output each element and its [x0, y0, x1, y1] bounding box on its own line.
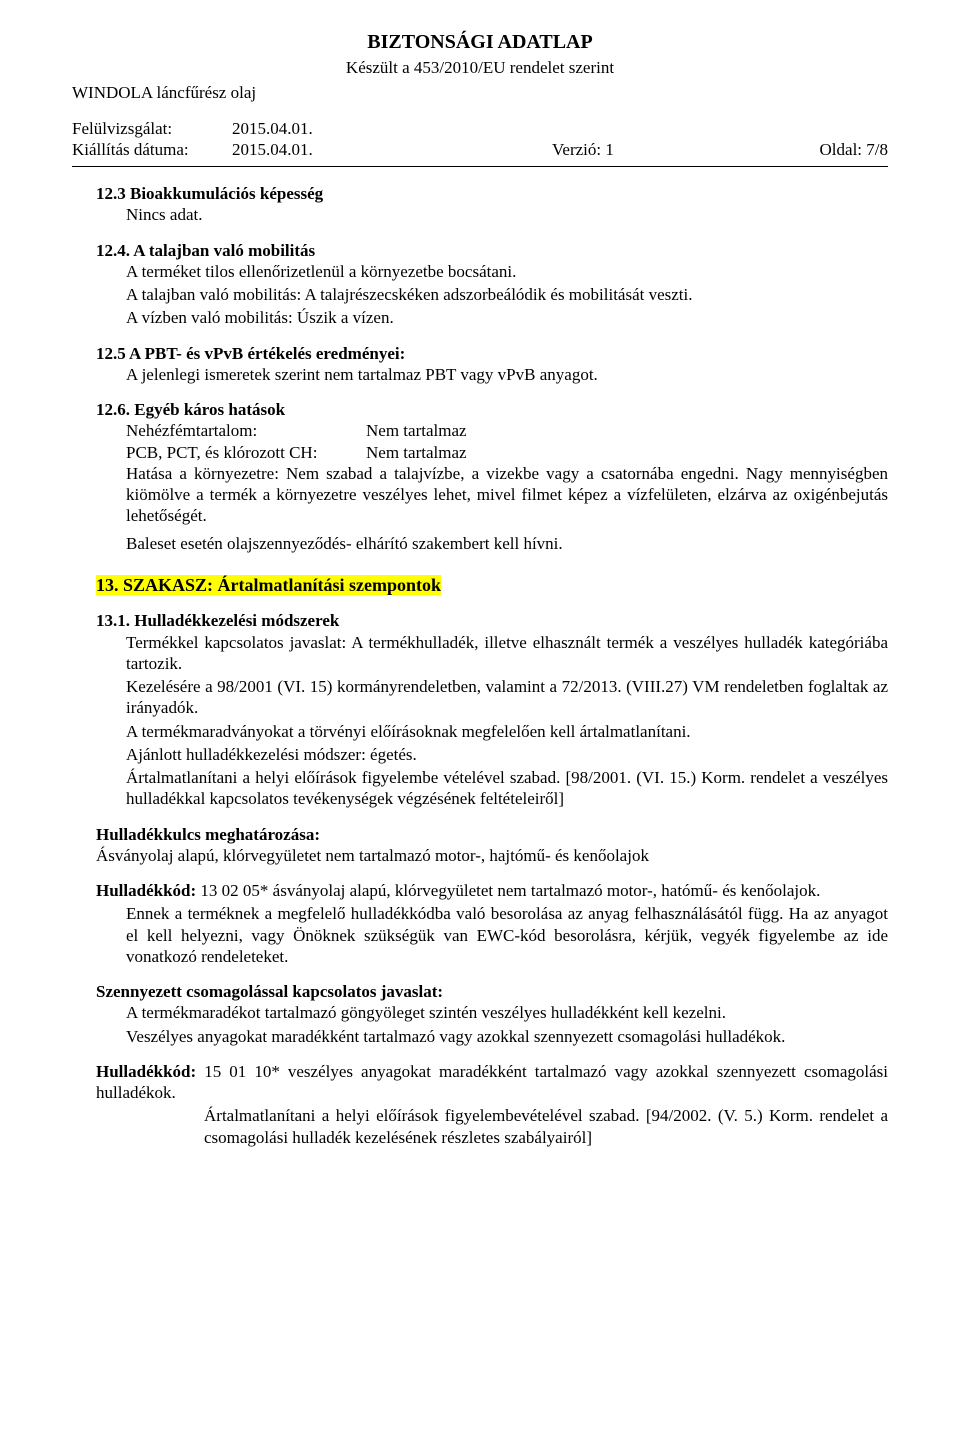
- section-12-6-para1: Hatása a környezetre: Nem szabad a talaj…: [126, 463, 888, 527]
- s13-1-p1: Termékkel kapcsolatos javaslat: A termék…: [126, 632, 888, 675]
- waste-code-1-block: Hulladékkód: 13 02 05* ásványolaj alapú,…: [96, 880, 888, 967]
- section-13-1-title: 13.1. Hulladékkezelési módszerek: [96, 610, 888, 631]
- packaging-p2: Veszélyes anyagokat maradékként tartalma…: [126, 1026, 888, 1047]
- waste-code-2-text: 15 01 10* veszélyes anyagokat maradékkén…: [96, 1062, 888, 1102]
- waste-code-2-p1: Ártalmatlanítani a helyi előírások figye…: [204, 1105, 888, 1148]
- packaging-block: Szennyezett csomagolással kapcsolatos ja…: [96, 981, 888, 1047]
- section-12-5-title: 12.5 A PBT- és vPvB értékelés eredményei…: [96, 343, 888, 364]
- waste-key-block: Hulladékkulcs meghatározása: Ásványolaj …: [96, 824, 888, 867]
- section-12-3-title: 12.3 Bioakkumulációs képesség: [96, 183, 888, 204]
- kv-pcb: PCB, PCT, és klórozott CH: Nem tartalmaz: [126, 442, 888, 463]
- section-12-6: 12.6. Egyéb káros hatások Nehézfémtartal…: [96, 399, 888, 554]
- section-12-5-body: A jelenlegi ismeretek szerint nem tartal…: [126, 364, 888, 385]
- section-13-head: 13. SZAKASZ: Ártalmatlanítási szempontok: [96, 574, 888, 597]
- waste-code-1-label: Hulladékkód:: [96, 881, 196, 900]
- s13-1-p5: Ártalmatlanítani a helyi előírások figye…: [126, 767, 888, 810]
- doc-title: BIZTONSÁGI ADATLAP: [72, 30, 888, 55]
- packaging-title: Szennyezett csomagolással kapcsolatos ja…: [96, 981, 888, 1002]
- section-13-1: 13.1. Hulladékkezelési módszerek Termékk…: [96, 610, 888, 809]
- waste-code-2-block: Hulladékkód: 15 01 10* veszélyes anyagok…: [96, 1061, 888, 1148]
- waste-code-1-text: 13 02 05* ásványolaj alapú, klórvegyület…: [196, 881, 820, 900]
- revision-label: Felülvizsgálat:: [72, 118, 232, 139]
- section-12-5: 12.5 A PBT- és vPvB értékelés eredményei…: [96, 343, 888, 386]
- waste-key-body: Ásványolaj alapú, klórvegyületet nem tar…: [96, 845, 888, 866]
- section-12-4-title: 12.4. A talajban való mobilitás: [96, 240, 888, 261]
- revision-value: 2015.04.01.: [232, 118, 392, 139]
- section-12-4: 12.4. A talajban való mobilitás A termék…: [96, 240, 888, 329]
- section-12-4-line3: A vízben való mobilitás: Úszik a vízen.: [126, 307, 888, 328]
- section-12-4-line2: A talajban való mobilitás: A talajrészec…: [126, 284, 888, 305]
- page-number: Oldal: 7/8: [771, 139, 888, 160]
- section-12-6-para2: Baleset esetén olajszennyeződés- elhárít…: [126, 533, 888, 554]
- kv-heavy-metal: Nehézfémtartalom: Nem tartalmaz: [126, 420, 888, 441]
- kv-pcb-value: Nem tartalmaz: [366, 442, 467, 463]
- waste-code-1-p1: Ennek a terméknek a megfelelő hulladékkó…: [126, 903, 888, 967]
- waste-code-2-label: Hulladékkód:: [96, 1062, 196, 1081]
- content: 12.3 Bioakkumulációs képesség Nincs adat…: [72, 183, 888, 1148]
- section-12-4-line1: A terméket tilos ellenőrizetlenül a körn…: [126, 261, 888, 282]
- section-12-6-title: 12.6. Egyéb káros hatások: [96, 399, 888, 420]
- s13-1-p2: Kezelésére a 98/2001 (VI. 15) kormányren…: [126, 676, 888, 719]
- packaging-p1: A termékmaradékot tartalmazó göngyöleget…: [126, 1002, 888, 1023]
- header-divider: [72, 166, 888, 167]
- waste-code-2-line: Hulladékkód: 15 01 10* veszélyes anyagok…: [96, 1061, 888, 1104]
- version-label: Verzió: 1: [392, 139, 771, 160]
- s13-1-p3: A termékmaradványokat a törvényi előírás…: [126, 721, 888, 742]
- kv-pcb-label: PCB, PCT, és klórozott CH:: [126, 442, 366, 463]
- waste-key-title: Hulladékkulcs meghatározása:: [96, 824, 888, 845]
- section-13-title: 13. SZAKASZ: Ártalmatlanítási szempontok: [96, 575, 441, 595]
- product-name: WINDOLA láncfűrész olaj: [72, 82, 888, 103]
- meta-table: Felülvizsgálat: 2015.04.01. Kiállítás dá…: [72, 118, 888, 161]
- section-12-3-body: Nincs adat.: [126, 204, 888, 225]
- s13-1-p4: Ajánlott hulladékkezelési módszer: égeté…: [126, 744, 888, 765]
- issue-value: 2015.04.01.: [232, 139, 392, 160]
- kv-heavy-metal-value: Nem tartalmaz: [366, 420, 467, 441]
- waste-code-1-line: Hulladékkód: 13 02 05* ásványolaj alapú,…: [96, 880, 888, 901]
- issue-label: Kiállítás dátuma:: [72, 139, 232, 160]
- section-12-3: 12.3 Bioakkumulációs képesség Nincs adat…: [96, 183, 888, 226]
- kv-heavy-metal-label: Nehézfémtartalom:: [126, 420, 366, 441]
- header-block: BIZTONSÁGI ADATLAP Készült a 453/2010/EU…: [72, 30, 888, 104]
- doc-subtitle: Készült a 453/2010/EU rendelet szerint: [72, 57, 888, 78]
- page: BIZTONSÁGI ADATLAP Készült a 453/2010/EU…: [0, 0, 960, 1437]
